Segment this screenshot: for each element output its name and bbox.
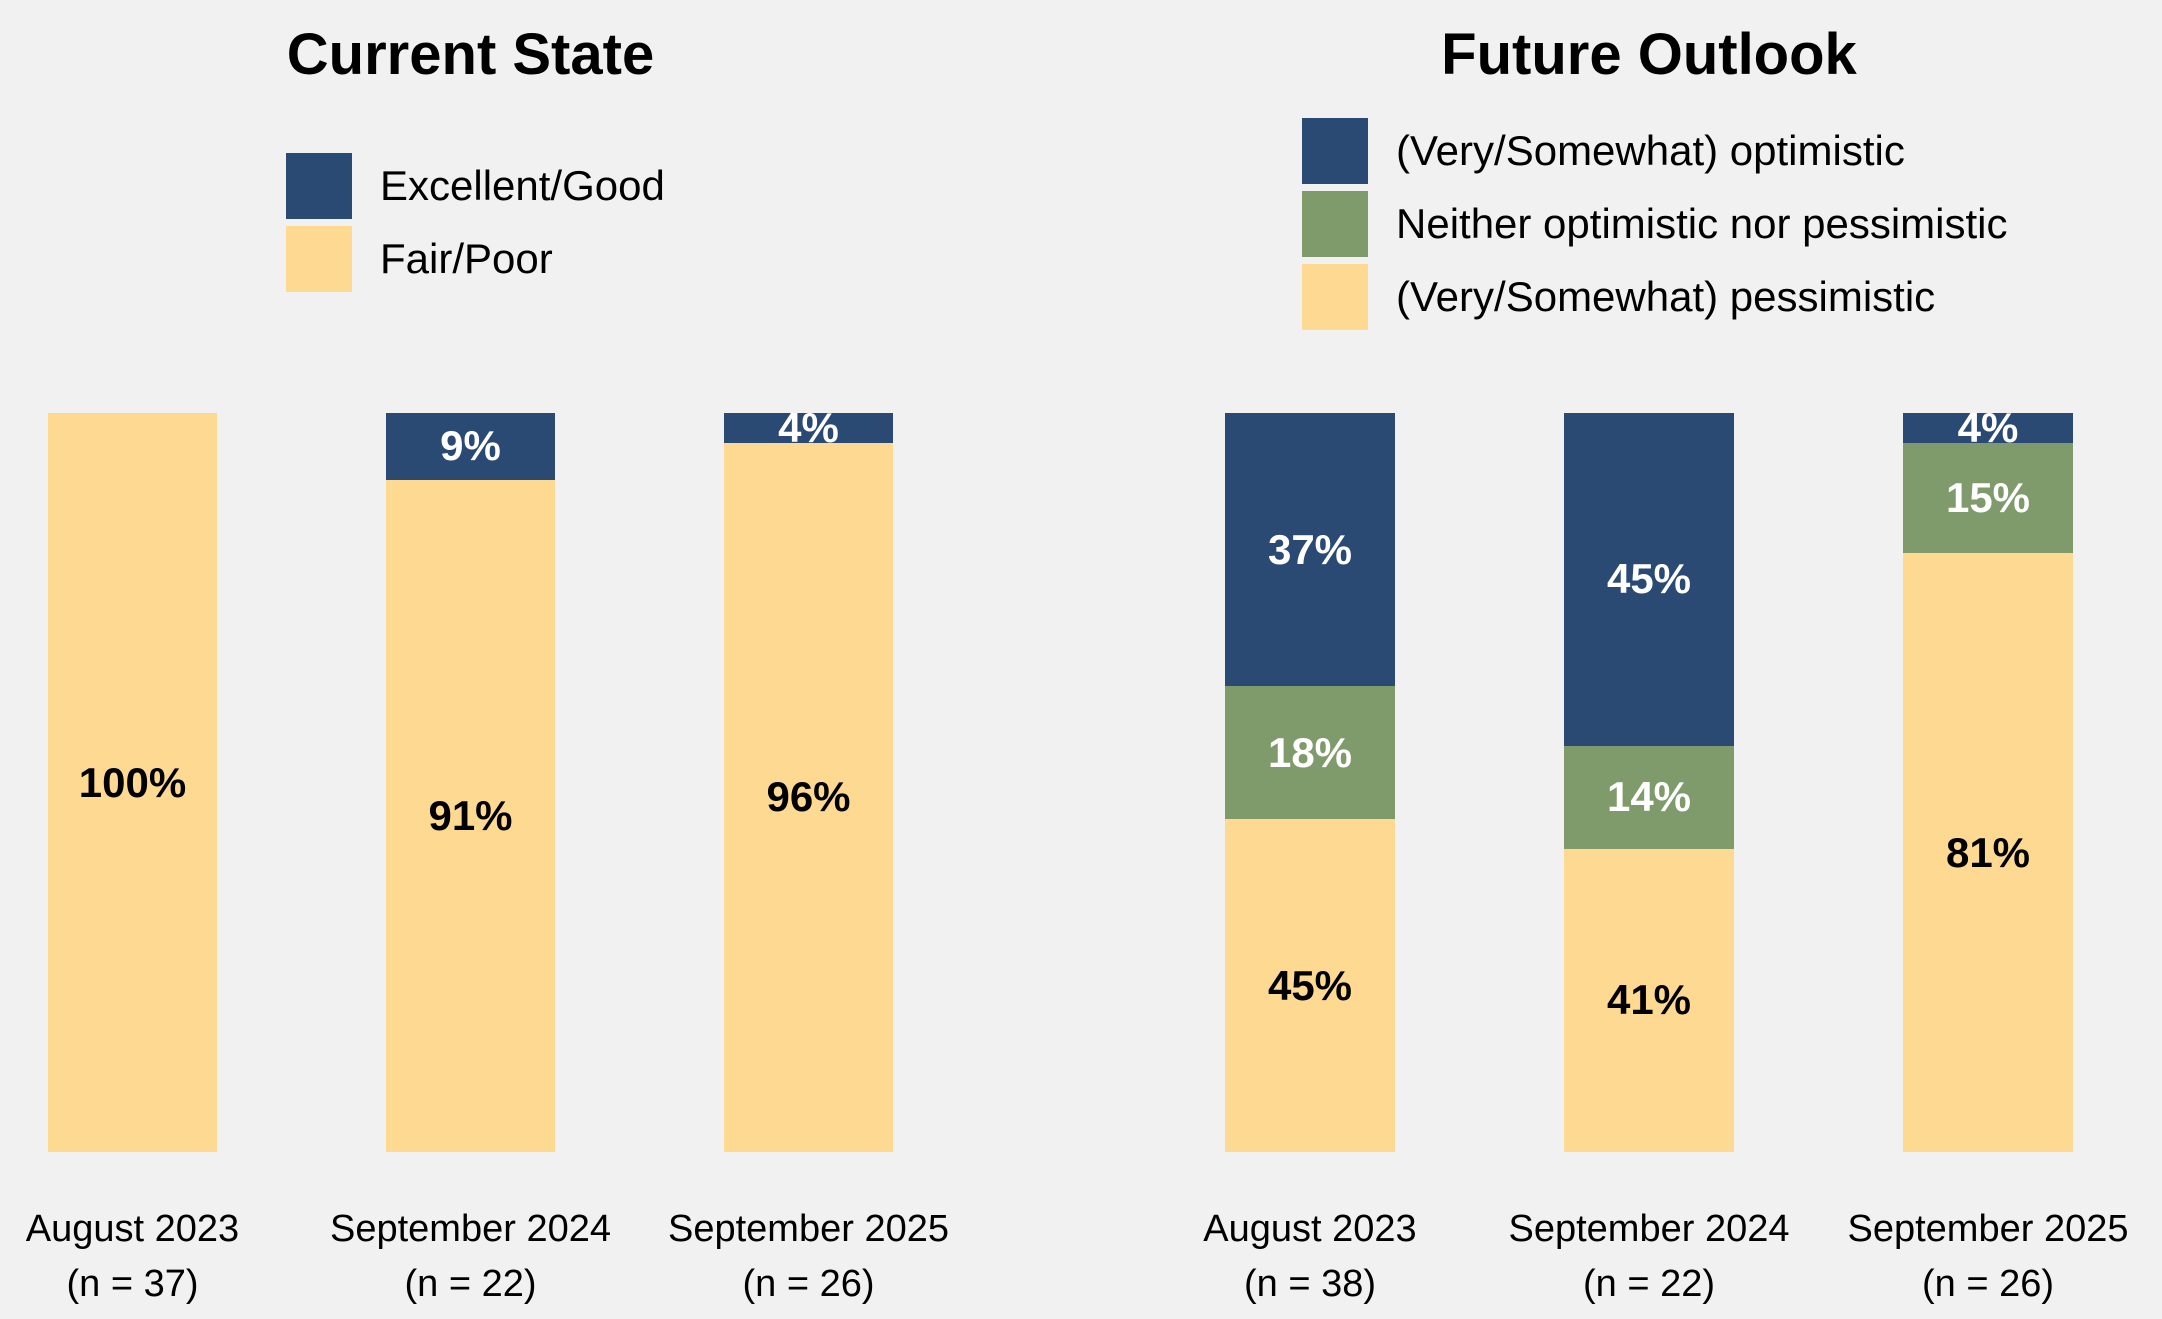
bar-segment-value: 37% <box>1267 525 1353 573</box>
bar-segment-value: 96% <box>766 773 851 821</box>
category-sample-size: (n = 26) <box>742 1263 875 1306</box>
bar-segment: 18% <box>1225 686 1395 820</box>
legend-item: (Very/Somewhat) pessimistic <box>1302 264 2008 330</box>
stacked-bar: 100% <box>48 413 217 1152</box>
legend-label: Neither optimistic nor pessimistic <box>1396 199 2008 247</box>
legend-label: Excellent/Good <box>380 161 665 209</box>
legend-item: Excellent/Good <box>286 153 665 219</box>
legend-item: Neither optimistic nor pessimistic <box>1302 191 2008 257</box>
chart-plot-current-state: 100% 9% 91% 4% 96% <box>48 406 893 1152</box>
category-name: September 2025 <box>668 1208 949 1250</box>
category-label: September 2025 (n = 26) <box>609 1202 1009 1312</box>
category-name: August 2023 <box>1203 1208 1417 1250</box>
bar-segment: 41% <box>1564 849 1734 1152</box>
legend-label: (Very/Somewhat) pessimistic <box>1396 272 1936 320</box>
category-label: August 2023 (n = 37) <box>0 1202 333 1312</box>
bar-segment-value: 4% <box>778 403 839 451</box>
stacked-bar: 37% 18% 45% <box>1225 413 1395 1152</box>
category-sample-size: (n = 22) <box>1582 1263 1716 1306</box>
legend-label: (Very/Somewhat) optimistic <box>1396 126 1905 174</box>
category-name: September 2024 <box>1508 1208 1790 1250</box>
category-name: September 2025 <box>1847 1208 2129 1250</box>
bar-segment-value: 4% <box>1957 403 2019 451</box>
bar-segment-value: 45% <box>1606 555 1692 603</box>
bar-segment: 4% <box>724 406 893 448</box>
chart-plot-future-outlook: 37% 18% 45% 45% 14% 41% 4% 15% 81% <box>1225 406 2073 1152</box>
category-name: September 2024 <box>330 1208 611 1250</box>
category-sample-size: (n = 38) <box>1243 1263 1377 1306</box>
category-name: August 2023 <box>25 1208 240 1250</box>
legend-swatch <box>286 226 352 292</box>
legend-label: Fair/Poor <box>380 234 553 282</box>
bar-segment-value: 45% <box>1267 961 1353 1009</box>
bar-segment-value: 91% <box>428 791 513 839</box>
bar-segment-value: 18% <box>1267 728 1353 776</box>
bar-segment: 100% <box>48 413 217 1152</box>
stacked-bar: 4% 96% <box>724 406 893 1152</box>
bar-segment: 14% <box>1564 745 1734 849</box>
category-sample-size: (n = 22) <box>404 1263 537 1306</box>
category-label: September 2024 (n = 22) <box>271 1202 671 1312</box>
bar-segment: 81% <box>1903 553 2073 1152</box>
category-sample-size: (n = 26) <box>1921 1263 2055 1306</box>
legend-swatch <box>286 153 352 219</box>
legend-item: (Very/Somewhat) optimistic <box>1302 118 2008 184</box>
bar-segment-value: 41% <box>1606 976 1692 1024</box>
bar-segment: 4% <box>1903 406 2073 448</box>
legend-swatch <box>1302 264 1368 330</box>
legend-swatch <box>1302 118 1368 184</box>
chart-title-current-state: Current State <box>286 22 655 87</box>
category-sample-size: (n = 37) <box>66 1263 199 1306</box>
legend-item: Fair/Poor <box>286 226 665 292</box>
bar-segment: 15% <box>1903 442 2073 554</box>
bar-segment-value: 14% <box>1606 773 1692 821</box>
bar-segment-value: 9% <box>440 422 501 470</box>
bar-segment: 45% <box>1225 819 1395 1152</box>
bar-segment: 91% <box>386 479 555 1152</box>
bar-segment-value: 81% <box>1945 828 2031 876</box>
bar-segment: 45% <box>1564 413 1734 746</box>
bar-segment-value: 100% <box>78 758 187 806</box>
bar-segment: 96% <box>724 442 893 1152</box>
stacked-bar: 4% 15% 81% <box>1903 406 2073 1152</box>
chart-legend-future-outlook: (Very/Somewhat) optimistic Neither optimi… <box>1302 118 2008 330</box>
stacked-bar: 45% 14% 41% <box>1564 413 1734 1152</box>
bar-segment: 9% <box>386 413 555 480</box>
category-label: August 2023 (n = 38) <box>1110 1202 1510 1312</box>
stacked-bar: 9% 91% <box>386 413 555 1152</box>
bar-segment: 37% <box>1225 413 1395 687</box>
chart-title-future-outlook: Future Outlook <box>1441 22 1857 87</box>
chart-legend-current-state: Excellent/Good Fair/Poor <box>286 153 665 292</box>
category-label: September 2025 (n = 26) <box>1788 1202 2162 1312</box>
legend-swatch <box>1302 191 1368 257</box>
bar-segment-value: 15% <box>1945 473 2031 521</box>
category-label: September 2024 (n = 22) <box>1449 1202 1849 1312</box>
